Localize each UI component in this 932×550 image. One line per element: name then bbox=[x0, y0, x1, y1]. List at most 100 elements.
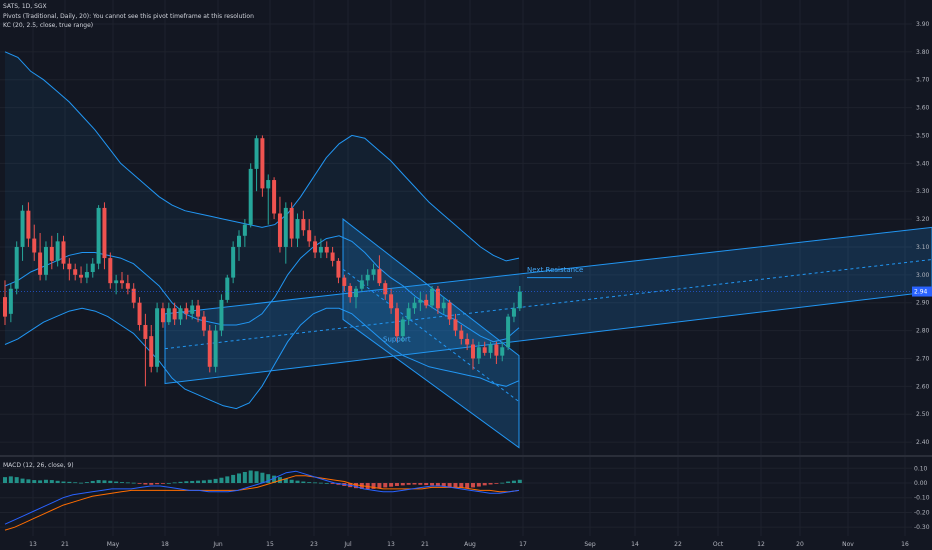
candle-53[interactable] bbox=[313, 235, 318, 259]
candle-17[interactable] bbox=[102, 202, 107, 270]
candle-63[interactable] bbox=[371, 263, 376, 281]
candle-87[interactable] bbox=[511, 302, 516, 323]
ascending-channel[interactable] bbox=[164, 226, 932, 385]
candle-40[interactable] bbox=[237, 230, 241, 261]
macd-indicator-label[interactable]: MACD (12, 26, close, 9) bbox=[3, 462, 74, 469]
candle-69[interactable] bbox=[406, 302, 411, 325]
candle-80[interactable] bbox=[471, 338, 475, 370]
candle-26[interactable] bbox=[155, 302, 160, 373]
candle-76[interactable] bbox=[447, 299, 452, 325]
candle-57[interactable] bbox=[336, 258, 341, 284]
candle-64[interactable] bbox=[377, 255, 382, 286]
candle-6[interactable] bbox=[38, 233, 43, 281]
candle-81[interactable] bbox=[476, 341, 481, 365]
candle-86[interactable] bbox=[506, 313, 511, 351]
candle-16[interactable] bbox=[96, 205, 101, 270]
candle-18[interactable] bbox=[108, 252, 113, 289]
candle-51[interactable] bbox=[301, 210, 306, 236]
candle-50[interactable] bbox=[295, 213, 300, 247]
candle-12[interactable] bbox=[73, 263, 78, 281]
candle-35[interactable] bbox=[207, 324, 212, 373]
candle-39[interactable] bbox=[231, 241, 236, 284]
candle-62[interactable] bbox=[365, 269, 370, 286]
candle-55[interactable] bbox=[324, 241, 329, 259]
price-axis[interactable]: 3.90 3.80 3.70 3.60 3.50 3.40 3.30 3.20 3.10 3.00… bbox=[914, 21, 930, 531]
candle-52[interactable] bbox=[307, 219, 312, 247]
candle-5[interactable] bbox=[32, 224, 37, 261]
candle-32[interactable] bbox=[190, 299, 195, 320]
candle-36[interactable] bbox=[213, 324, 218, 373]
candle-2[interactable] bbox=[14, 241, 19, 295]
keltner-indicator-label[interactable]: KC (20, 2.5, close, true range) bbox=[3, 22, 94, 29]
candle-43[interactable] bbox=[254, 135, 259, 192]
candle-58[interactable] bbox=[342, 274, 347, 292]
candle-47[interactable] bbox=[277, 196, 282, 253]
candle-22[interactable] bbox=[131, 283, 136, 309]
candle-23[interactable] bbox=[137, 297, 142, 331]
candle-78[interactable] bbox=[459, 324, 464, 345]
candle-48[interactable] bbox=[283, 202, 288, 264]
candle-30[interactable] bbox=[178, 305, 183, 325]
symbol-title[interactable]: SATS, 1D, SGX bbox=[3, 3, 47, 10]
candle-28[interactable] bbox=[166, 302, 171, 325]
candle-14[interactable] bbox=[84, 263, 89, 284]
candle-79[interactable] bbox=[465, 333, 470, 351]
candle-61[interactable] bbox=[359, 274, 364, 292]
candle-82[interactable] bbox=[482, 341, 487, 356]
candle-27[interactable] bbox=[160, 302, 165, 328]
candle-11[interactable] bbox=[67, 258, 72, 281]
candle-74[interactable] bbox=[435, 285, 440, 314]
candle-71[interactable] bbox=[418, 291, 423, 312]
candle-1[interactable] bbox=[8, 283, 13, 323]
candle-24[interactable] bbox=[143, 313, 148, 387]
candle-60[interactable] bbox=[354, 285, 358, 309]
candle-73[interactable] bbox=[430, 285, 435, 309]
candle-33[interactable] bbox=[196, 299, 201, 323]
candle-49[interactable] bbox=[289, 202, 294, 247]
candle-84[interactable] bbox=[494, 341, 499, 365]
candle-59[interactable] bbox=[348, 283, 353, 303]
candle-42[interactable] bbox=[248, 163, 253, 228]
candle-25[interactable] bbox=[149, 324, 154, 373]
candle-29[interactable] bbox=[172, 302, 177, 325]
candle-83[interactable] bbox=[488, 341, 493, 359]
candle-7[interactable] bbox=[43, 241, 48, 281]
candle-75[interactable] bbox=[441, 297, 446, 314]
candle-44[interactable] bbox=[260, 135, 265, 197]
candle-31[interactable] bbox=[184, 302, 189, 320]
candle-88[interactable] bbox=[517, 285, 522, 312]
candle-45[interactable] bbox=[266, 174, 271, 225]
candle-72[interactable] bbox=[424, 294, 429, 309]
candle-21[interactable] bbox=[125, 274, 130, 295]
candle-68[interactable] bbox=[400, 316, 405, 342]
descending-channel[interactable] bbox=[342, 218, 520, 449]
candle-20[interactable] bbox=[120, 272, 124, 289]
time-axis[interactable]: 13 21 May 18 Jun 15 23 Jul 13 21 Aug 17 Sep 14 22 Oct 12… bbox=[29, 541, 909, 548]
candle-15[interactable] bbox=[90, 258, 95, 278]
pivots-indicator-label[interactable]: Pivots (Traditional, Daily, 20): You can… bbox=[3, 13, 254, 20]
candle-54[interactable] bbox=[318, 238, 323, 259]
candle-67[interactable] bbox=[394, 302, 399, 342]
candle-13[interactable] bbox=[79, 266, 84, 284]
candle-4[interactable] bbox=[26, 202, 31, 247]
candle-0[interactable] bbox=[3, 280, 7, 325]
candle-46[interactable] bbox=[272, 177, 277, 220]
candle-37[interactable] bbox=[219, 294, 224, 337]
candle-85[interactable] bbox=[500, 341, 505, 362]
candle-41[interactable] bbox=[242, 219, 247, 247]
candle-56[interactable] bbox=[330, 246, 335, 267]
candle-8[interactable] bbox=[49, 235, 54, 270]
candle-66[interactable] bbox=[389, 288, 394, 314]
candle-70[interactable] bbox=[412, 297, 417, 314]
candle-9[interactable] bbox=[55, 233, 60, 267]
candle-65[interactable] bbox=[383, 280, 388, 300]
candle-19[interactable] bbox=[114, 274, 119, 295]
candle-3[interactable] bbox=[20, 205, 25, 261]
candle-10[interactable] bbox=[61, 235, 66, 270]
macd-hist-bar-72 bbox=[424, 483, 429, 486]
candles[interactable] bbox=[3, 135, 522, 387]
candle-34[interactable] bbox=[201, 311, 206, 337]
candle-77[interactable] bbox=[453, 313, 458, 337]
candle-38[interactable] bbox=[225, 274, 230, 303]
